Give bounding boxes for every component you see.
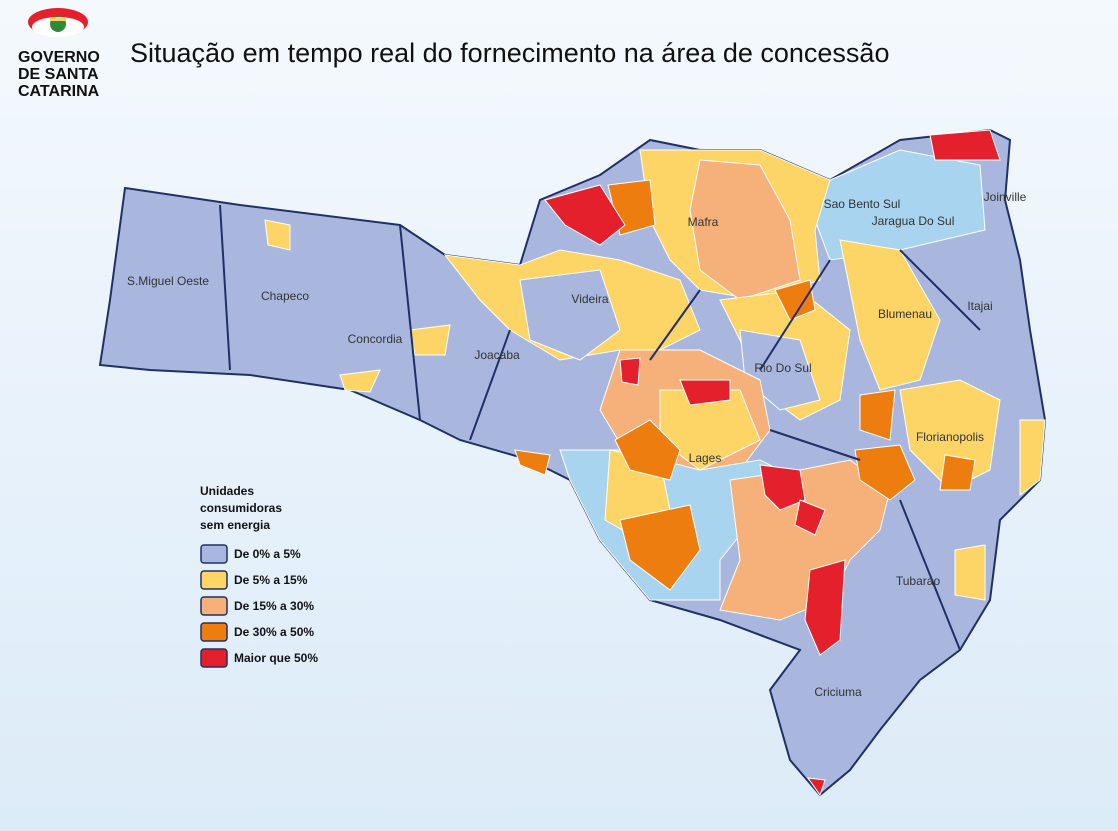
logo-text: DE SANTA (18, 66, 99, 83)
city-label: Blumenau (878, 307, 932, 321)
legend-label: De 5% a 15% (234, 573, 308, 587)
legend-label: De 30% a 50% (234, 625, 314, 639)
legend-label: De 15% a 30% (234, 599, 314, 613)
legend-swatch (200, 622, 228, 642)
legend-title: consumidoras (200, 501, 282, 515)
city-label: Sao Bento Sul (824, 197, 901, 211)
city-label: Videira (571, 292, 608, 306)
city-label: Itajai (967, 299, 992, 313)
city-label: Criciuma (814, 685, 862, 699)
legend-swatch (200, 544, 228, 564)
logo-text: CATARINA (18, 83, 100, 100)
city-label: S.Miguel Oeste (127, 274, 209, 288)
city-label: Rio Do Sul (754, 361, 811, 375)
legend-swatch (200, 648, 228, 668)
city-label: Joacaba (474, 348, 520, 362)
logo: GOVERNO DE SANTA CATARINA (18, 8, 100, 100)
city-label: Concordia (348, 332, 403, 346)
map-title: Situação em tempo real do fornecimento n… (130, 38, 889, 68)
legend-swatch (200, 596, 228, 616)
city-labels: S.Miguel Oeste Chapeco Concordia Joacaba Vid… (127, 190, 1027, 699)
legend-label: De 0% a 5% (234, 547, 301, 561)
city-label: Lages (689, 451, 722, 465)
city-label: Mafra (688, 215, 719, 229)
legend-label: Maior que 50% (234, 651, 318, 665)
legend-title: sem energia (200, 518, 270, 532)
legend: Unidades consumidoras sem energia De 0% … (200, 484, 318, 668)
city-label: Florianopolis (916, 430, 984, 444)
city-label: Tubarao (896, 574, 941, 588)
legend-swatch (200, 570, 228, 590)
state-map (98, 128, 1047, 797)
legend-title: Unidades (200, 484, 254, 498)
city-label: Joinville (984, 190, 1027, 204)
logo-text: GOVERNO (18, 49, 100, 66)
city-label: Jaragua Do Sul (872, 214, 955, 228)
city-label: Chapeco (261, 289, 309, 303)
